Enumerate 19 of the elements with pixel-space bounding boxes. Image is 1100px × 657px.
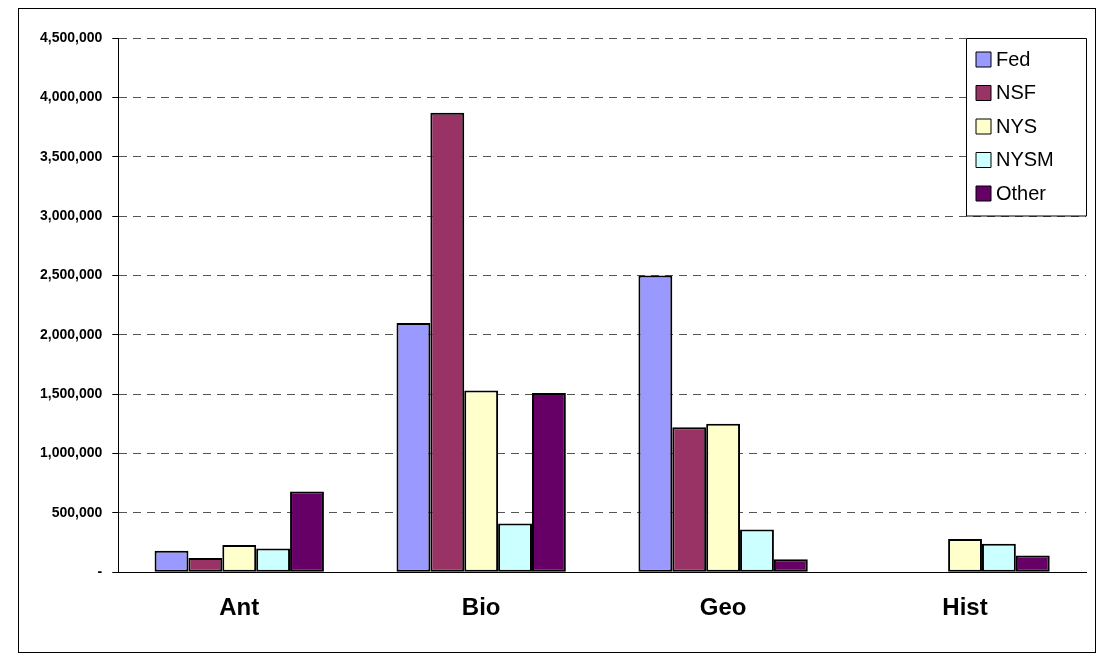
legend-label: Other <box>996 181 1047 204</box>
x-tick-label: Geo <box>699 593 747 621</box>
y-tick-label: 4,500,000 <box>39 28 103 45</box>
y-tick-label: 3,500,000 <box>39 147 103 164</box>
legend-label: NYSM <box>996 148 1054 171</box>
x-tick-label: Hist <box>942 593 988 621</box>
y-tick-label: 3,000,000 <box>39 206 103 223</box>
y-tick-label: 2,500,000 <box>39 266 103 283</box>
legend-label: NSF <box>996 81 1036 104</box>
y-tick-label: 500,000 <box>51 503 103 520</box>
y-tick-label: 1,000,000 <box>39 444 103 461</box>
legend-label: NYS <box>996 114 1038 137</box>
legend-label: Fed <box>996 47 1031 70</box>
x-tick-label: Ant <box>219 593 260 621</box>
y-tick-label: 2,000,000 <box>39 325 103 342</box>
x-tick-label: Bio <box>461 593 501 621</box>
y-tick-label: 4,000,000 <box>39 88 103 105</box>
y-tick-label: - <box>97 563 103 580</box>
y-tick-label: 1,500,000 <box>39 384 103 401</box>
